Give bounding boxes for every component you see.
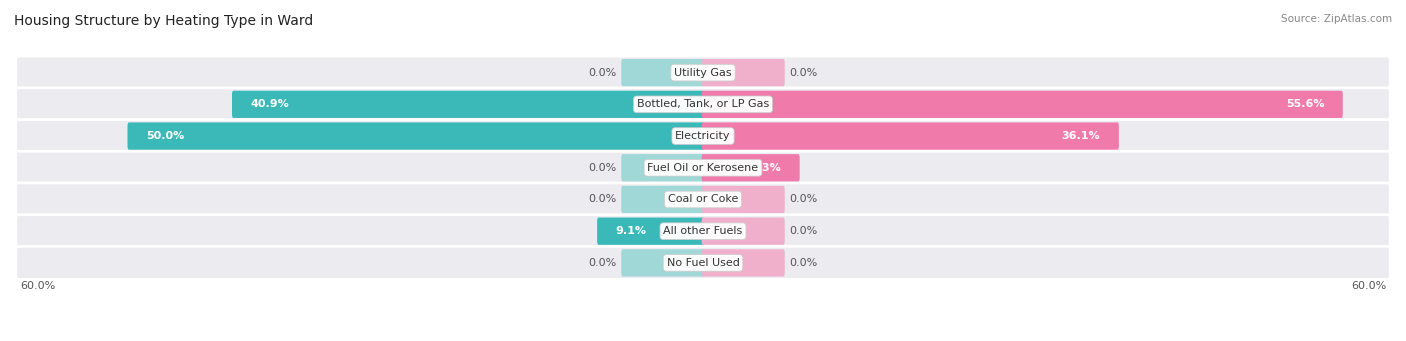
FancyBboxPatch shape bbox=[15, 120, 1391, 152]
FancyBboxPatch shape bbox=[598, 218, 704, 245]
Text: 36.1%: 36.1% bbox=[1062, 131, 1101, 141]
FancyBboxPatch shape bbox=[702, 91, 1343, 118]
FancyBboxPatch shape bbox=[15, 247, 1391, 279]
Text: 0.0%: 0.0% bbox=[589, 68, 617, 78]
Text: 0.0%: 0.0% bbox=[789, 258, 817, 268]
FancyBboxPatch shape bbox=[621, 154, 704, 181]
Text: 0.0%: 0.0% bbox=[589, 163, 617, 173]
Text: Bottled, Tank, or LP Gas: Bottled, Tank, or LP Gas bbox=[637, 99, 769, 109]
Text: Source: ZipAtlas.com: Source: ZipAtlas.com bbox=[1281, 14, 1392, 24]
Text: 50.0%: 50.0% bbox=[146, 131, 184, 141]
FancyBboxPatch shape bbox=[702, 122, 1119, 150]
Text: 55.6%: 55.6% bbox=[1285, 99, 1324, 109]
FancyBboxPatch shape bbox=[128, 122, 704, 150]
FancyBboxPatch shape bbox=[702, 218, 785, 245]
Text: Coal or Coke: Coal or Coke bbox=[668, 194, 738, 205]
FancyBboxPatch shape bbox=[15, 215, 1391, 248]
Text: 0.0%: 0.0% bbox=[789, 68, 817, 78]
FancyBboxPatch shape bbox=[702, 59, 785, 86]
FancyBboxPatch shape bbox=[232, 91, 704, 118]
FancyBboxPatch shape bbox=[702, 249, 785, 277]
Text: 40.9%: 40.9% bbox=[250, 99, 290, 109]
FancyBboxPatch shape bbox=[15, 88, 1391, 121]
FancyBboxPatch shape bbox=[15, 183, 1391, 216]
Text: Housing Structure by Heating Type in Ward: Housing Structure by Heating Type in War… bbox=[14, 14, 314, 28]
Text: 0.0%: 0.0% bbox=[589, 258, 617, 268]
FancyBboxPatch shape bbox=[702, 186, 785, 213]
FancyBboxPatch shape bbox=[15, 56, 1391, 89]
FancyBboxPatch shape bbox=[621, 59, 704, 86]
Text: Fuel Oil or Kerosene: Fuel Oil or Kerosene bbox=[647, 163, 759, 173]
Text: 9.1%: 9.1% bbox=[616, 226, 647, 236]
FancyBboxPatch shape bbox=[702, 154, 800, 181]
Text: All other Fuels: All other Fuels bbox=[664, 226, 742, 236]
FancyBboxPatch shape bbox=[621, 186, 704, 213]
Text: Electricity: Electricity bbox=[675, 131, 731, 141]
FancyBboxPatch shape bbox=[15, 151, 1391, 184]
Text: 0.0%: 0.0% bbox=[789, 226, 817, 236]
Text: 0.0%: 0.0% bbox=[789, 194, 817, 205]
Text: 60.0%: 60.0% bbox=[20, 281, 55, 291]
Text: No Fuel Used: No Fuel Used bbox=[666, 258, 740, 268]
Text: 60.0%: 60.0% bbox=[1351, 281, 1386, 291]
Text: 8.3%: 8.3% bbox=[751, 163, 782, 173]
FancyBboxPatch shape bbox=[621, 249, 704, 277]
Text: Utility Gas: Utility Gas bbox=[675, 68, 731, 78]
Text: 0.0%: 0.0% bbox=[589, 194, 617, 205]
